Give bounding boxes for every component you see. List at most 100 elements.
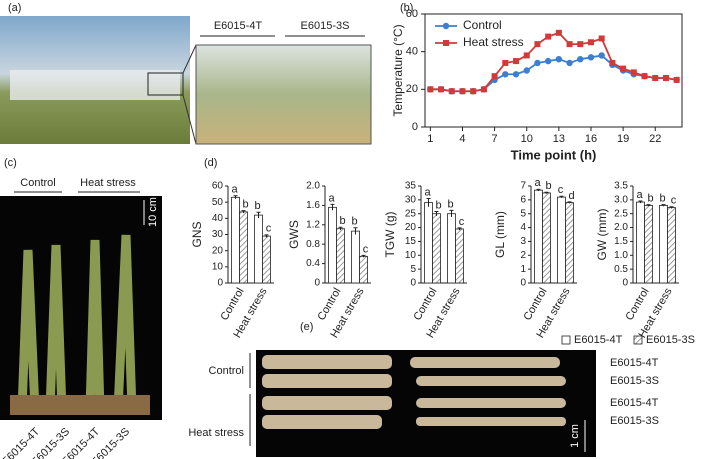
y-tick-label: 5 (410, 264, 416, 275)
x-tick-label: 4 (459, 133, 465, 145)
y-tick-label: 2 (520, 250, 526, 261)
point (673, 76, 680, 83)
y-tick-label: 2.0 (306, 181, 320, 192)
bar (359, 255, 368, 284)
error-bar (330, 203, 335, 211)
bar (424, 202, 433, 284)
bar (659, 204, 668, 284)
x-tick-label: 13 (553, 133, 565, 145)
point (438, 86, 445, 93)
panel-label: (c) (4, 157, 17, 169)
y-axis-label: GL (mm) (493, 211, 507, 258)
y-tick-label: 40 (406, 46, 418, 58)
x-tick-label: 16 (585, 133, 597, 145)
bar (455, 228, 464, 284)
row-label: Control (209, 365, 244, 377)
photo-e: 1 cm Control Heat stress E6015-4T E6015-… (188, 350, 659, 457)
significance-letter: a (636, 189, 643, 201)
x-tick-label: 7 (492, 133, 498, 145)
scale: 10 cm (147, 197, 159, 227)
series-line (430, 54, 677, 93)
point (630, 69, 637, 76)
y-tick-label: 0 (622, 278, 628, 289)
point (662, 75, 669, 82)
x-axis-label: Time point (h) (511, 147, 597, 162)
y-tick-label: 30 (212, 229, 224, 240)
significance-letter: a (534, 177, 541, 189)
legend-label: E6015-4T (574, 334, 623, 346)
y-tick-label: 0.8 (306, 239, 320, 250)
significance-letter: c (266, 223, 272, 235)
bar (262, 235, 271, 284)
x-tick-label: 19 (617, 133, 629, 145)
error-bar (638, 200, 643, 204)
point (513, 58, 520, 65)
y-axis-label: GWS (287, 220, 301, 249)
photo-c: 10 cm Control Heat stress E6015-4T E6015… (0, 177, 162, 459)
y-tick-label: 10 (405, 250, 417, 261)
point (523, 52, 530, 59)
point (534, 59, 541, 67)
panel-label: (a) (8, 2, 21, 14)
point (512, 71, 520, 78)
y-tick-label: 0 (410, 278, 416, 289)
error-bar (241, 210, 246, 214)
significance-letter: c (459, 216, 465, 228)
legend-swatch (561, 335, 571, 345)
y-tick-label: 30 (405, 194, 417, 205)
significance-letter: c (558, 184, 564, 196)
bar (328, 206, 337, 284)
bar (667, 207, 676, 284)
label: E6015-4T (610, 397, 659, 409)
legend-label: E6015-3S (646, 334, 695, 346)
significance-letter: b (339, 215, 345, 227)
y-tick-label: 20 (212, 245, 224, 256)
y-axis-label: Temperature (°C) (391, 24, 405, 116)
error-bar (544, 191, 549, 194)
error-bar (434, 210, 439, 216)
y-tick-label: 6 (520, 194, 526, 205)
point (480, 86, 487, 93)
row-label: Heat stress (188, 427, 244, 439)
y-axis-label: GW (mm) (595, 209, 609, 261)
legend-marker (443, 40, 449, 46)
error-bar (457, 227, 462, 231)
legend-label: Control (463, 18, 502, 32)
error-bar (536, 188, 541, 191)
point (587, 39, 594, 46)
point (598, 35, 605, 42)
error-bar (353, 227, 358, 235)
y-axis-label: GNS (190, 221, 204, 247)
point (502, 71, 509, 78)
y-tick-label: 1.5 (614, 236, 628, 247)
bar (534, 189, 543, 284)
y-tick-label: 0.4 (306, 258, 320, 269)
error-bar (361, 254, 366, 258)
y-tick-label: 3 (520, 236, 526, 247)
y-tick-label: 10 (212, 261, 224, 272)
error-bar (256, 211, 261, 219)
label: E6015-4T (214, 20, 263, 32)
bar (432, 213, 441, 284)
y-tick-label: 40 (212, 213, 224, 224)
point (502, 59, 509, 66)
point (459, 88, 466, 95)
significance-letter: a (328, 192, 335, 204)
y-tick-label: 0 (412, 121, 418, 133)
point (555, 56, 563, 63)
y-tick-label: 1.6 (306, 200, 320, 211)
error-bar (661, 204, 666, 207)
error-bar (449, 209, 454, 218)
legend-swatch (633, 335, 643, 345)
y-tick-label: 35 (405, 181, 417, 192)
y-tick-label: 5 (520, 208, 526, 219)
x-tick-label: 1 (427, 133, 433, 145)
point (598, 52, 605, 59)
legend-marker (442, 22, 450, 30)
bar (447, 213, 456, 284)
bar (565, 202, 574, 284)
error-bar (426, 197, 431, 207)
y-tick-label: 0 (314, 278, 320, 289)
y-tick-label: 60 (406, 8, 418, 20)
